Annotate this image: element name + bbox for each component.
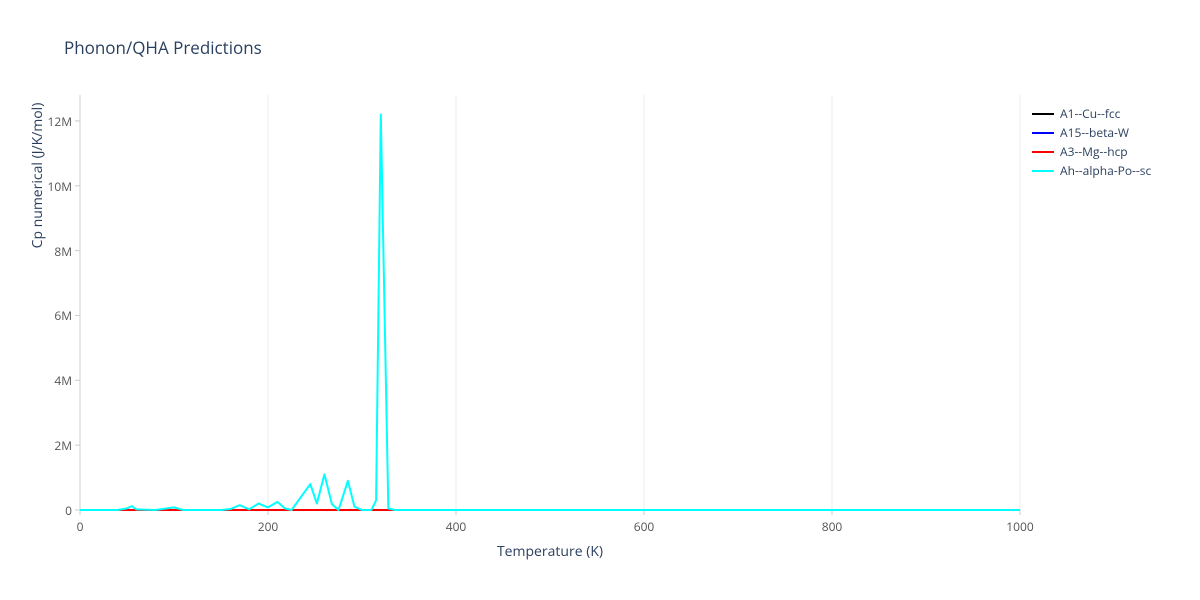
y-axis-label: Cp numerical (J/K/mol)	[28, 0, 47, 383]
y-tick-label: 12M	[47, 113, 72, 130]
legend-swatch	[1032, 170, 1054, 172]
legend-swatch	[1032, 151, 1054, 153]
legend-label: Ah--alpha-Po--sc	[1060, 162, 1151, 179]
x-tick-label: 1000	[1005, 518, 1035, 535]
legend-label: A1--Cu--fcc	[1060, 105, 1120, 122]
legend-swatch	[1032, 113, 1054, 115]
x-tick-label: 0	[65, 518, 95, 535]
y-tick-label: 10M	[47, 178, 72, 195]
legend-item[interactable]: A3--Mg--hcp	[1032, 143, 1151, 160]
x-axis-label: Temperature (K)	[80, 542, 1020, 561]
legend-item[interactable]: A15--beta-W	[1032, 124, 1151, 141]
y-tick-label: 0	[65, 502, 72, 519]
legend-item[interactable]: Ah--alpha-Po--sc	[1032, 162, 1151, 179]
y-tick-label: 4M	[54, 372, 72, 389]
plot-area	[0, 0, 1200, 600]
legend-item[interactable]: A1--Cu--fcc	[1032, 105, 1151, 122]
x-tick-label: 200	[253, 518, 283, 535]
x-tick-label: 600	[629, 518, 659, 535]
y-tick-label: 8M	[54, 243, 72, 260]
legend[interactable]: A1--Cu--fcc A15--beta-W A3--Mg--hcp Ah--alp…	[1032, 105, 1151, 181]
x-tick-label: 800	[817, 518, 847, 535]
legend-label: A3--Mg--hcp	[1060, 143, 1128, 160]
series-line[interactable]	[80, 114, 1020, 510]
y-tick-label: 6M	[54, 307, 72, 324]
chart-container: Phonon/QHA Predictions 02004006008001000…	[0, 0, 1200, 600]
y-tick-label: 2M	[54, 437, 72, 454]
x-tick-label: 400	[441, 518, 471, 535]
legend-label: A15--beta-W	[1060, 124, 1129, 141]
legend-swatch	[1032, 132, 1054, 134]
